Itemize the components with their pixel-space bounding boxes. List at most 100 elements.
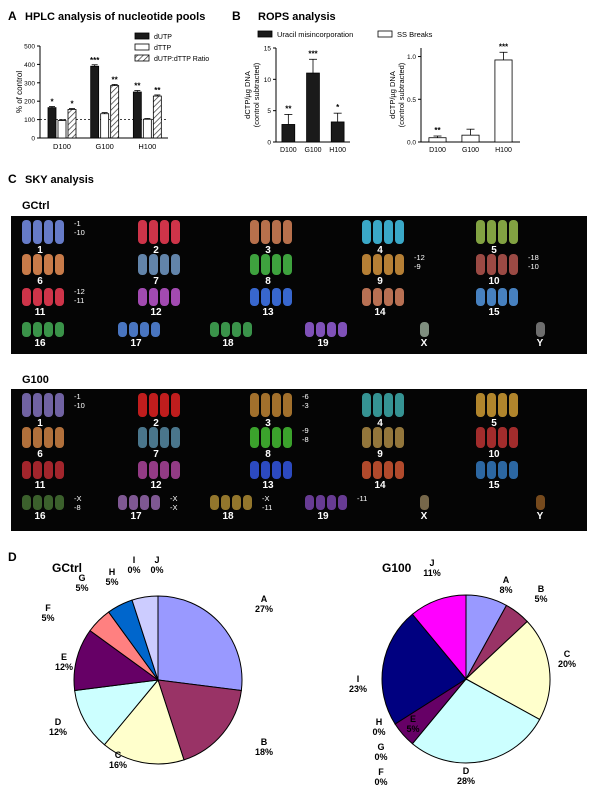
bar [461, 134, 480, 143]
chromosome-label: 4 [377, 245, 383, 256]
y-tick-label: 15 [264, 46, 272, 53]
chromosome [55, 254, 64, 275]
panel-a-title: HPLC analysis of nucleotide pools [25, 11, 205, 23]
chromosome-label: 6 [37, 276, 43, 287]
chromosome [149, 393, 158, 417]
translocation-note: -X [170, 494, 178, 503]
chromosome [232, 322, 241, 337]
chromosome [55, 393, 64, 417]
translocation-note: -10 [74, 228, 85, 237]
chromosome [22, 288, 31, 306]
slice-label: A [503, 575, 510, 585]
slice-percent: 0% [150, 565, 163, 575]
significance-stars: * [70, 100, 74, 109]
y-axis-label-2: (control subtracted) [397, 62, 406, 127]
significance-stars: * [50, 98, 54, 107]
significance-stars: *** [499, 42, 509, 51]
pie-slice [73, 629, 160, 692]
chromosome-label: 15 [488, 480, 500, 491]
slice-percent: 16% [109, 760, 127, 770]
chromosome [498, 427, 507, 448]
pie-gctrl-title: GCtrl [52, 561, 82, 575]
pie-chart-g100: A8% B5%C20%D28%E5%F0%G0%H0%I23%J11% [349, 558, 576, 785]
y-tick-label: 300 [24, 80, 35, 87]
bar [100, 113, 110, 139]
chromosome [210, 322, 219, 337]
chromosome-label: 11 [35, 307, 46, 318]
chromosome [305, 322, 314, 337]
chromosome [151, 495, 160, 510]
pie-slice [74, 679, 160, 746]
chromosome [509, 254, 518, 275]
chromosome-label: X [421, 338, 428, 349]
slice-percent: 5% [534, 594, 547, 604]
y-axis-label: % of control [15, 71, 24, 113]
chromosome [33, 220, 42, 244]
y-axis-label: dCTP/µg DNA [243, 71, 252, 119]
chromosome-label: 9 [377, 276, 383, 287]
chromosome [22, 393, 31, 417]
legend-label: Uracil misincorporation [277, 30, 353, 39]
bar [142, 118, 152, 139]
chromosome [395, 427, 404, 448]
chromosome [243, 322, 252, 337]
karyotype-gctrl-title: GCtrl [22, 200, 50, 212]
chromosome [384, 461, 393, 479]
chromosome [33, 254, 42, 275]
chromosome [55, 288, 64, 306]
slice-label: G [377, 742, 384, 752]
chromosome [55, 322, 64, 337]
chromosome [338, 495, 347, 510]
chromosome [44, 461, 53, 479]
chromosome [221, 495, 230, 510]
chromosome [44, 220, 53, 244]
x-tick-label: H100 [495, 147, 512, 154]
chromosome [44, 322, 53, 337]
chromosome [232, 495, 241, 510]
chromosome-label: 5 [491, 245, 497, 256]
slice-percent: 0% [372, 727, 385, 737]
chromosome [487, 254, 496, 275]
chromosome [33, 461, 42, 479]
y-tick-label: 200 [24, 99, 35, 106]
chromosome [498, 254, 507, 275]
chromosome [362, 427, 371, 448]
chromosome [33, 322, 42, 337]
chromosome-label: 2 [153, 245, 159, 256]
slice-label: E [410, 714, 416, 724]
chromosome [138, 461, 147, 479]
slice-label: J [429, 558, 434, 568]
chromosome [55, 427, 64, 448]
slice-percent: 28% [457, 776, 475, 785]
chromosome [149, 461, 158, 479]
bar [57, 120, 67, 139]
chromosome [33, 393, 42, 417]
translocation-note: -6 [302, 392, 309, 401]
chromosome-label: 1 [37, 418, 43, 429]
slice-percent: 0% [127, 565, 140, 575]
pie-slice [381, 613, 467, 725]
significance-stars: *** [90, 56, 100, 65]
slice-label: I [133, 555, 136, 565]
chromosome [283, 288, 292, 306]
slice-percent: 5% [105, 577, 118, 587]
slice-percent: 8% [499, 585, 512, 595]
bar [306, 72, 320, 143]
pie-slice [411, 678, 541, 764]
chromosome [138, 393, 147, 417]
x-tick-label: D100 [429, 147, 446, 154]
chromosome-label: 2 [153, 418, 159, 429]
slice-percent: 27% [255, 604, 273, 614]
chromosome [22, 495, 31, 510]
chromosome-label: 17 [130, 511, 142, 522]
y-tick-label: 0.5 [407, 97, 416, 104]
slice-percent: 12% [49, 727, 67, 737]
slice-label: D [463, 766, 470, 776]
slice-label: J [154, 555, 159, 565]
chromosome [487, 288, 496, 306]
chromosome [33, 427, 42, 448]
chromosome [261, 288, 270, 306]
slice-percent: 0% [374, 777, 387, 785]
chromosome-label: 7 [153, 449, 159, 460]
significance-stars: ** [134, 82, 141, 91]
